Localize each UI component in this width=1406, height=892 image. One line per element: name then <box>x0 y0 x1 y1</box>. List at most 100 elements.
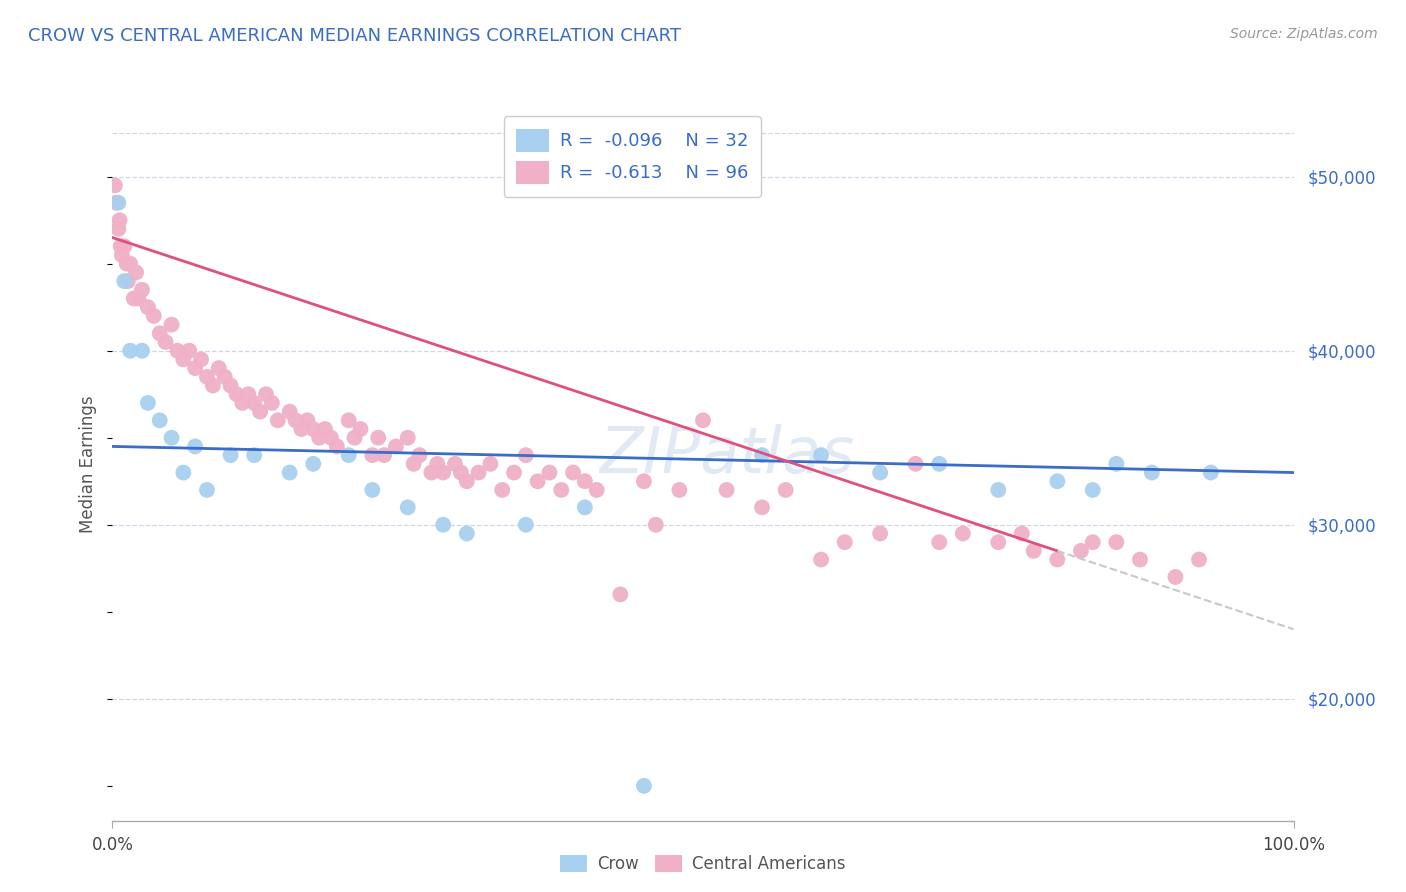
Point <box>952 526 974 541</box>
Point <box>243 448 266 462</box>
Point <box>249 404 271 418</box>
Point <box>125 265 148 279</box>
Point <box>1070 544 1092 558</box>
Point <box>810 552 832 566</box>
Point <box>201 378 224 392</box>
Point <box>633 779 655 793</box>
Point <box>208 361 231 376</box>
Point <box>1105 457 1128 471</box>
Point <box>278 466 301 480</box>
Point <box>432 517 454 532</box>
Point <box>408 448 430 462</box>
Point <box>112 274 135 288</box>
Point <box>117 274 139 288</box>
Point <box>503 466 526 480</box>
Y-axis label: Median Earnings: Median Earnings <box>79 395 97 533</box>
Point <box>574 475 596 489</box>
Point <box>190 352 212 367</box>
Point <box>319 431 342 445</box>
Point <box>254 387 277 401</box>
Point <box>810 448 832 462</box>
Point <box>326 439 349 453</box>
Point <box>104 178 127 193</box>
Point <box>633 475 655 489</box>
Point <box>928 535 950 549</box>
Point <box>108 213 131 227</box>
Point <box>385 439 408 453</box>
Point <box>716 483 738 497</box>
Point <box>644 517 666 532</box>
Point <box>491 483 513 497</box>
Point <box>238 387 260 401</box>
Point <box>987 483 1010 497</box>
Point <box>225 387 247 401</box>
Point <box>166 343 188 358</box>
Point <box>131 283 153 297</box>
Point <box>515 517 537 532</box>
Point <box>526 475 548 489</box>
Point <box>179 343 201 358</box>
Point <box>337 448 360 462</box>
Point <box>1105 535 1128 549</box>
Point <box>115 257 138 271</box>
Point <box>155 334 177 349</box>
Point <box>302 422 325 436</box>
Point <box>337 413 360 427</box>
Point <box>120 343 142 358</box>
Point <box>515 448 537 462</box>
Point <box>160 318 183 332</box>
Point <box>343 431 366 445</box>
Point <box>574 500 596 515</box>
Point <box>136 300 159 314</box>
Point <box>456 526 478 541</box>
Point <box>110 239 132 253</box>
Text: ZIPatlas: ZIPatlas <box>599 424 855 486</box>
Point <box>869 526 891 541</box>
Point <box>149 413 172 427</box>
Point <box>904 457 927 471</box>
Point <box>1140 466 1163 480</box>
Point <box>219 448 242 462</box>
Point <box>432 466 454 480</box>
Point <box>195 483 218 497</box>
Point <box>160 431 183 445</box>
Point <box>396 431 419 445</box>
Point <box>402 457 425 471</box>
Legend: Crow, Central Americans: Crow, Central Americans <box>554 848 852 880</box>
Point <box>751 500 773 515</box>
Point <box>479 457 502 471</box>
Point <box>349 422 371 436</box>
Point <box>928 457 950 471</box>
Point <box>195 369 218 384</box>
Point <box>136 396 159 410</box>
Text: Source: ZipAtlas.com: Source: ZipAtlas.com <box>1230 27 1378 41</box>
Point <box>107 195 129 210</box>
Point <box>243 396 266 410</box>
Point <box>260 396 283 410</box>
Point <box>775 483 797 497</box>
Point <box>585 483 607 497</box>
Point <box>231 396 253 410</box>
Point <box>149 326 172 341</box>
Point <box>278 404 301 418</box>
Point <box>214 369 236 384</box>
Point <box>1081 483 1104 497</box>
Point <box>105 195 128 210</box>
Point <box>1022 544 1045 558</box>
Point <box>112 239 135 253</box>
Point <box>1011 526 1033 541</box>
Point <box>127 292 149 306</box>
Point <box>314 422 336 436</box>
Point <box>373 448 395 462</box>
Point <box>420 466 443 480</box>
Point <box>834 535 856 549</box>
Point <box>290 422 312 436</box>
Point <box>869 466 891 480</box>
Point <box>1188 552 1211 566</box>
Point <box>131 343 153 358</box>
Point <box>609 587 631 601</box>
Point <box>987 535 1010 549</box>
Point <box>1164 570 1187 584</box>
Point <box>297 413 319 427</box>
Point <box>668 483 690 497</box>
